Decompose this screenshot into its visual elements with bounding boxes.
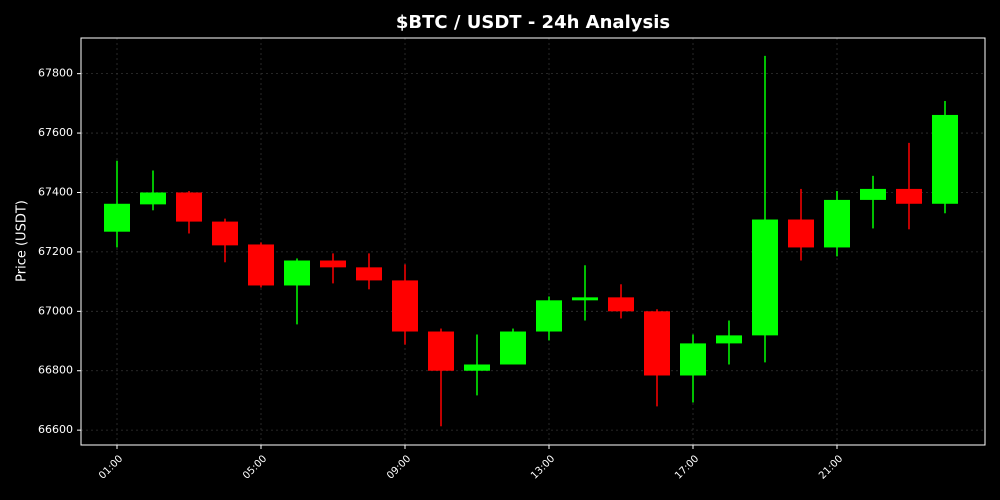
y-tick-label: 67800 (38, 67, 73, 80)
candle-body (572, 297, 598, 301)
chart-title: $BTC / USDT - 24h Analysis (396, 12, 670, 33)
candle-body (824, 199, 850, 248)
candle-body (248, 244, 274, 286)
y-tick-label: 66600 (38, 423, 73, 436)
y-tick-label: 67400 (38, 185, 73, 198)
y-tick-label: 67200 (38, 245, 73, 258)
candle-body (932, 114, 958, 204)
y-axis-label: Price (USDT) (15, 200, 30, 282)
candle-body (680, 343, 706, 376)
candle-body (212, 221, 238, 246)
candle-body (104, 203, 130, 232)
candle-body (356, 267, 382, 281)
candle-body (608, 297, 634, 312)
candle-body (788, 219, 814, 248)
candle-body (320, 260, 346, 268)
candle-body (428, 331, 454, 371)
plot-frame (80, 37, 986, 446)
y-tick-label: 67600 (38, 126, 73, 139)
y-tick-label: 66800 (38, 364, 73, 377)
candle-body (140, 192, 166, 205)
candle-body (464, 364, 490, 371)
candle-body (644, 311, 670, 376)
candle-body (176, 192, 202, 222)
candle-body (536, 300, 562, 332)
candle-body (392, 280, 418, 332)
candle-body (860, 188, 886, 200)
candle-body (500, 331, 526, 365)
y-tick-label: 67000 (38, 304, 73, 317)
candle-body (284, 260, 310, 286)
candle-body (752, 219, 778, 336)
candle-body (716, 335, 742, 344)
candle-body (896, 188, 922, 204)
